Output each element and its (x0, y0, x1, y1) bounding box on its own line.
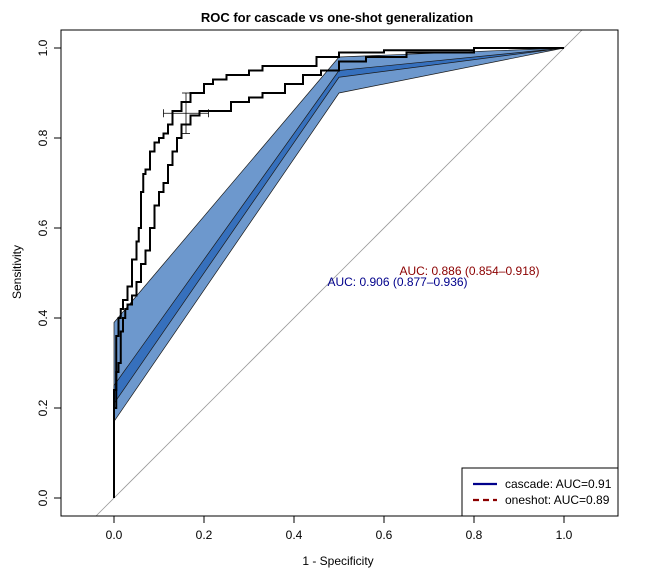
y-axis-label: Sensitivity (10, 245, 24, 299)
x-tick-label: 0.0 (106, 528, 123, 542)
legend-label-oneshot: oneshot: AUC=0.89 (505, 493, 610, 507)
y-tick-label: 0.6 (36, 219, 50, 236)
legend: cascade: AUC=0.91 oneshot: AUC=0.89 (461, 467, 619, 517)
y-tick-label: 0.8 (36, 129, 50, 146)
diagonal-chance-line (95, 30, 583, 516)
roc-curve-cascade (113, 47, 564, 498)
x-axis-label: 1 - Specificity (302, 554, 373, 568)
x-tick-label: 0.6 (376, 528, 393, 542)
y-tick-label: 0.0 (36, 489, 50, 506)
y-tick-label: 0.4 (36, 309, 50, 326)
roc-curve-oneshot (113, 47, 564, 498)
auc-oneshot-annotation: AUC: 0.886 (0.854–0.918) (399, 264, 539, 278)
x-tick-label: 1.0 (556, 528, 573, 542)
plot-area (95, 30, 583, 516)
x-tick-label: 0.4 (286, 528, 303, 542)
error-cross (163, 92, 209, 134)
y-tick-label: 0.2 (36, 399, 50, 416)
legend-label-cascade: cascade: AUC=0.91 (505, 477, 612, 491)
chart-title: ROC for cascade vs one-shot generalizati… (201, 10, 473, 25)
y-tick-label: 1.0 (36, 39, 50, 56)
x-tick-label: 0.2 (196, 528, 213, 542)
x-tick-label: 0.8 (466, 528, 483, 542)
auc-annotations: AUC: 0.886 (0.854–0.918)AUC: 0.906 (0.87… (327, 264, 539, 289)
auc-cascade-annotation: AUC: 0.906 (0.877–0.936) (327, 275, 467, 289)
legend-box (461, 467, 619, 517)
